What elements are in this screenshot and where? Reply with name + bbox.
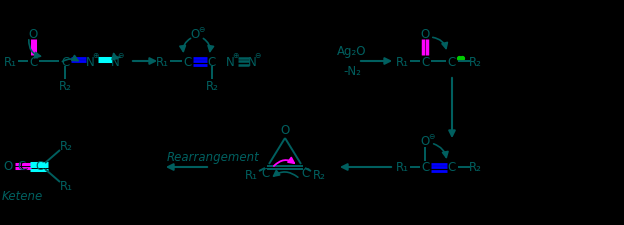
Text: O: O [280,124,290,137]
Text: O: O [421,135,430,148]
Text: C: C [208,55,216,68]
Text: C: C [183,55,191,68]
Text: R₁: R₁ [59,180,72,193]
Text: N: N [110,55,119,68]
Text: N: N [226,55,235,68]
Text: R₁: R₁ [245,169,258,182]
Text: O: O [421,27,430,40]
Text: N: N [85,55,94,68]
Text: R₂: R₂ [59,140,72,153]
Text: O: O [28,27,37,40]
Text: Rearrangement: Rearrangement [167,151,260,164]
Text: C: C [19,160,27,173]
Text: Ketene: Ketene [1,190,42,202]
Text: C: C [448,161,456,174]
Text: C: C [421,161,429,174]
Text: R₂: R₂ [59,80,71,93]
Text: R₂: R₂ [469,55,482,68]
Text: C: C [448,55,456,68]
Text: R₁: R₁ [396,161,409,174]
Text: -N₂: -N₂ [343,65,361,78]
Text: C: C [61,55,69,68]
Text: C: C [18,160,26,173]
Text: ⊕: ⊕ [92,51,98,60]
Text: R₂: R₂ [313,169,326,182]
Text: R₂: R₂ [205,80,218,93]
Text: ⊕: ⊕ [232,51,238,60]
Text: R₁: R₁ [155,55,168,68]
Text: C: C [35,160,43,173]
Text: C: C [421,55,429,68]
Text: N: N [248,55,256,68]
Text: Ag₂O: Ag₂O [337,45,367,58]
Text: ⊖: ⊖ [428,132,434,141]
Text: ⊖: ⊖ [198,24,204,33]
Text: R₂: R₂ [469,161,482,174]
Text: O: O [3,160,12,173]
Text: C: C [301,167,309,180]
Text: R₁: R₁ [396,55,409,68]
Text: ⊖: ⊖ [117,51,123,60]
Text: R₁: R₁ [4,55,16,68]
Text: C: C [261,167,269,180]
Text: ⊖: ⊖ [254,51,260,60]
Text: O: O [190,27,200,40]
Text: C: C [29,55,37,68]
